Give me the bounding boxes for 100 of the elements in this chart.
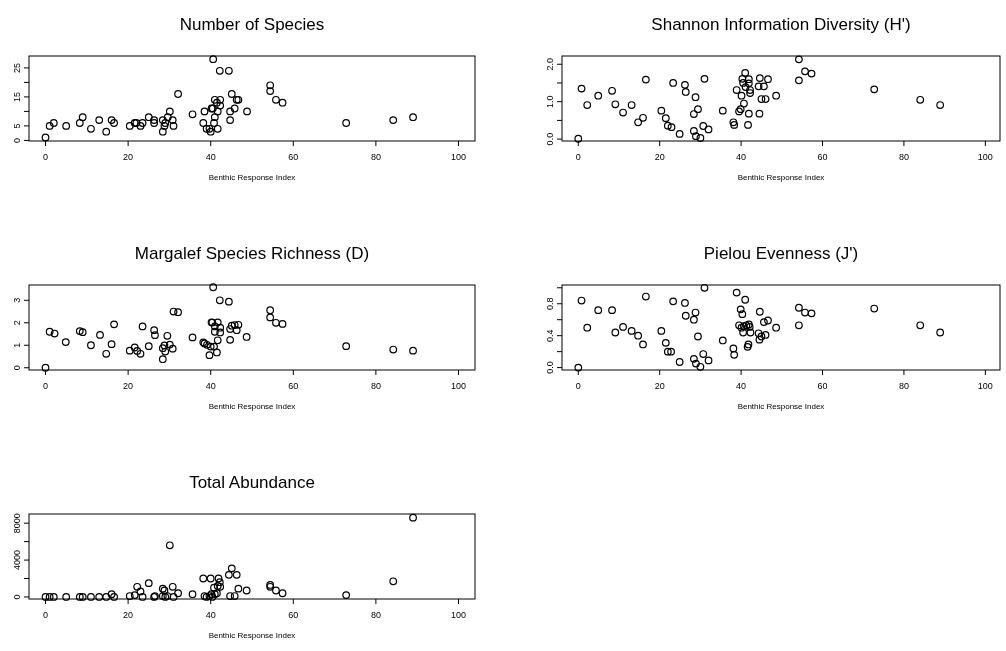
x-tick-label: 80 (370, 381, 381, 391)
point (208, 593, 217, 601)
point (138, 593, 147, 601)
point (795, 321, 803, 330)
y-tick-label: 0 (12, 137, 22, 143)
y-tick-label: 0.0 (545, 361, 555, 374)
x-axis-title: Benthic Response Index (208, 173, 296, 182)
point (216, 582, 225, 591)
point (102, 593, 111, 601)
point (627, 326, 636, 335)
point (45, 593, 54, 601)
x-tick-label: 40 (205, 152, 216, 162)
point (718, 336, 727, 345)
point (735, 321, 743, 330)
x-axis-title: Benthic Response Index (208, 402, 296, 411)
point (755, 335, 764, 344)
point (49, 593, 58, 601)
point (234, 584, 243, 593)
point (213, 589, 221, 598)
point (694, 332, 702, 341)
point (272, 586, 280, 595)
x-axis-title: Benthic Response Index (737, 402, 825, 411)
point (342, 591, 351, 600)
x-tick-label: 40 (205, 381, 216, 391)
chart-title: Total Abundance (189, 473, 315, 492)
point (389, 577, 398, 586)
y-tick-label: 2 (12, 320, 22, 326)
y-tick-label: 1 (12, 342, 22, 348)
chart-title: Margalef Species Richness (D) (134, 244, 370, 263)
point (760, 318, 768, 327)
point (41, 593, 50, 601)
point (136, 587, 145, 596)
point (681, 299, 689, 307)
x-tick-label: 20 (123, 610, 134, 620)
point (206, 574, 215, 583)
point (215, 578, 224, 587)
point (746, 328, 755, 337)
point (699, 350, 708, 358)
point (174, 589, 182, 598)
point (87, 593, 95, 601)
point (675, 358, 684, 366)
point (696, 362, 705, 371)
x-tick-label: 100 (977, 152, 993, 162)
point (807, 309, 816, 318)
point (738, 310, 747, 319)
point (669, 297, 678, 306)
point (110, 593, 118, 601)
point (278, 589, 287, 598)
point (663, 347, 672, 356)
point (691, 308, 700, 317)
x-tick-label: 60 (817, 152, 828, 162)
point (761, 330, 770, 339)
point (641, 292, 650, 301)
point (107, 590, 116, 599)
point (689, 315, 698, 324)
y-tick-label: 15 (12, 91, 22, 102)
x-axis-title: Benthic Response Index (737, 173, 825, 182)
point (755, 307, 764, 316)
x-tick-label: 0 (43, 152, 49, 162)
point (213, 581, 222, 590)
x-tick-label: 0 (43, 381, 49, 391)
point (916, 321, 925, 330)
point (165, 541, 174, 550)
x-tick-label: 0 (43, 610, 49, 620)
point (681, 311, 690, 320)
point (730, 350, 739, 359)
point (729, 344, 738, 353)
y-tick-label: 0.4 (545, 329, 555, 342)
point (689, 354, 698, 363)
x-tick-label: 20 (654, 381, 665, 391)
point (577, 296, 586, 305)
x-tick-label: 60 (817, 381, 828, 391)
point (608, 306, 616, 315)
point (754, 329, 763, 338)
y-tick-label: 0 (12, 594, 22, 600)
x-tick-label: 0 (575, 152, 581, 162)
x-tick-label: 40 (736, 381, 747, 391)
point (764, 316, 772, 325)
x-tick-label: 100 (450, 610, 466, 620)
point (639, 340, 647, 349)
point (242, 586, 251, 595)
point (700, 283, 709, 292)
chart-title: Shannon Information Diversity (H') (651, 15, 911, 34)
y-tick-label: 0 (12, 365, 22, 371)
point (125, 592, 134, 600)
point (870, 304, 879, 313)
point (210, 583, 218, 592)
point (232, 570, 241, 579)
point (619, 323, 627, 331)
y-tick-label: 0.8 (545, 297, 555, 311)
point (188, 590, 197, 599)
point (739, 328, 748, 337)
x-tick-label: 20 (654, 152, 665, 162)
point (692, 359, 700, 368)
point (801, 308, 809, 317)
point (657, 326, 666, 335)
point (772, 323, 781, 332)
y-tick-label: 5 (12, 123, 22, 129)
point (78, 593, 87, 601)
point (757, 332, 766, 341)
